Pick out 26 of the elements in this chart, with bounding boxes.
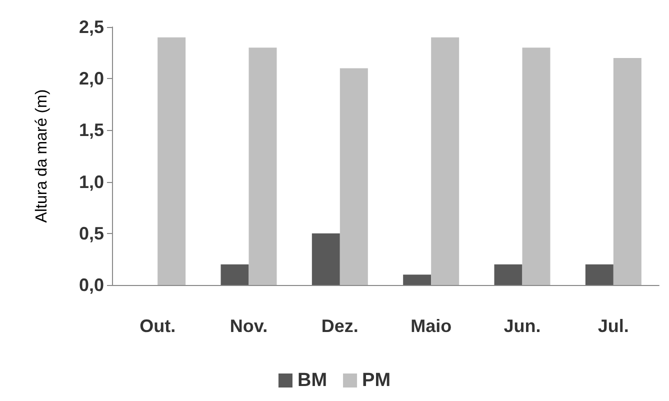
y-tick-label: 1,0 [78, 172, 104, 192]
bar [585, 264, 614, 285]
bar [431, 37, 460, 285]
legend-label: PM [362, 370, 391, 391]
x-tick-label: Jun. [504, 316, 541, 336]
bar [312, 233, 340, 285]
y-tick-label: 2,5 [78, 17, 104, 37]
bar [248, 48, 277, 285]
x-tick-label: Dez. [321, 316, 358, 336]
x-tick-label: Maio [410, 316, 452, 336]
legend-label: BM [297, 370, 328, 391]
bar [220, 264, 249, 285]
bar [403, 274, 432, 285]
bar [158, 37, 186, 285]
bar [522, 48, 550, 285]
bar [494, 264, 522, 285]
y-tick-label: 0,0 [78, 275, 104, 295]
bar [613, 58, 642, 285]
x-tick-label: Jul. [598, 316, 629, 336]
y-tick-label: 2,0 [78, 68, 104, 89]
y-axis-title: Altura da maré (m) [34, 89, 50, 223]
y-tick-label: 1,5 [78, 120, 104, 140]
y-tick-label: 0,5 [78, 223, 104, 244]
x-tick-label: Nov. [230, 316, 268, 336]
bar [340, 68, 368, 285]
x-tick-label: Out. [140, 316, 176, 336]
